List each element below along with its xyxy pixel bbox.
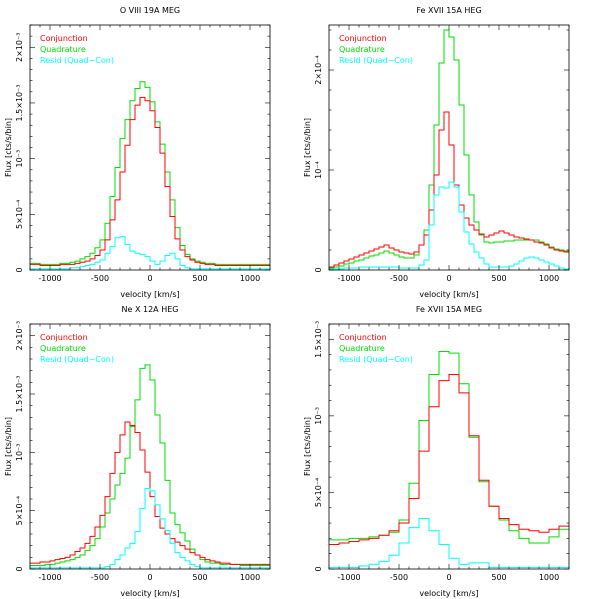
series-line-1 (329, 374, 569, 545)
y-tick-label: 2×10⁻³ (15, 321, 24, 350)
y-axis-label: Flux [cts/s/bin] (303, 417, 312, 476)
legend-entry-3: Resid (Quad−Con) (339, 355, 413, 364)
x-tick-label: 0 (446, 274, 451, 283)
x-tick-label: -500 (390, 573, 408, 582)
y-axis-label: Flux [cts/s/bin] (4, 118, 13, 177)
x-tick-label: 500 (192, 274, 207, 283)
legend-entry-3: Resid (Quad−Con) (40, 56, 114, 65)
y-axis-label: Flux [cts/s/bin] (303, 118, 312, 177)
y-tick-label: 0 (15, 566, 24, 571)
y-tick-label: 10⁻³ (15, 150, 24, 168)
x-tick-label: 1000 (240, 274, 260, 283)
x-tick-label: 1000 (539, 274, 559, 283)
x-tick-label: -1000 (337, 573, 360, 582)
x-axis-label: velocity [km/s] (419, 589, 478, 598)
x-tick-label: -1000 (38, 573, 61, 582)
chart-panel-2: -1000 -500 0 500 1000 0 10⁻⁴ 2×10⁻⁴ Fe XVII 15A … (303, 6, 570, 299)
x-tick-label: 0 (147, 274, 152, 283)
series-line-3 (30, 488, 270, 569)
x-tick-label: 1000 (539, 573, 559, 582)
x-tick-label: -500 (91, 573, 109, 582)
legend-entry-2: Quadrature (40, 45, 86, 54)
y-tick-label: 2×10⁻⁴ (314, 55, 323, 84)
y-tick-label: 0 (15, 267, 24, 272)
y-tick-label: 1.5×10⁻³ (314, 321, 323, 358)
series-line-3 (329, 517, 569, 568)
y-tick-label: 10⁻³ (314, 407, 323, 425)
x-tick-label: -1000 (38, 274, 61, 283)
x-tick-label: -500 (390, 274, 408, 283)
x-tick-label: 500 (491, 274, 506, 283)
series-line-1 (30, 421, 270, 565)
chart-title: Fe XVII 15A HEG (416, 6, 481, 15)
series-line-1 (30, 96, 270, 267)
chart-panel-3: -1000 -500 0 500 1000 0 5×10⁻⁴ 10⁻³ 1.5×10⁻³ 2×10… (4, 305, 271, 598)
legend-entry-1: Conjunction (339, 333, 387, 342)
y-tick-label: 0 (314, 267, 323, 272)
y-tick-label: 5×10⁻⁴ (15, 200, 24, 229)
legend-entry-1: Conjunction (339, 34, 387, 43)
legend-entry-2: Quadrature (339, 344, 385, 353)
legend-entry-3: Resid (Quad−Con) (40, 355, 114, 364)
y-tick-label: 0 (314, 566, 323, 571)
x-tick-label: 0 (147, 573, 152, 582)
series-line-2 (30, 364, 270, 566)
x-axis-label: velocity [km/s] (120, 589, 179, 598)
series-line-2 (30, 81, 270, 265)
y-tick-label: 10⁻³ (15, 444, 24, 462)
x-tick-label: 500 (192, 573, 207, 582)
y-tick-label: 1.5×10⁻³ (15, 375, 24, 412)
y-tick-label: 1.5×10⁻³ (15, 84, 24, 121)
series-line-3 (329, 181, 569, 270)
x-tick-label: 0 (446, 573, 451, 582)
chart-panel-1: -1000 -500 0 500 1000 0 5×10⁻⁴ 10⁻³ 1.5×10⁻³ 2×10… (4, 6, 271, 299)
legend-entry-2: Quadrature (40, 344, 86, 353)
chart-title: O VIII 19A MEG (120, 6, 180, 15)
x-axis-label: velocity [km/s] (120, 290, 179, 299)
chart-title: Fe XVII 15A MEG (416, 305, 482, 314)
x-tick-label: -500 (91, 274, 109, 283)
legend-entry-1: Conjunction (40, 333, 88, 342)
y-axis-label: Flux [cts/s/bin] (4, 417, 13, 476)
y-tick-label: 5×10⁻⁴ (314, 478, 323, 507)
y-tick-label: 10⁻⁴ (314, 161, 323, 179)
legend-entry-1: Conjunction (40, 34, 88, 43)
x-tick-label: -1000 (337, 274, 360, 283)
series-line-2 (329, 29, 569, 269)
y-tick-label: 2×10⁻³ (15, 33, 24, 62)
legend-entry-3: Resid (Quad−Con) (339, 56, 413, 65)
series-line-1 (329, 111, 569, 268)
chart-title: Ne X 12A HEG (122, 305, 179, 314)
y-tick-label: 5×10⁻⁴ (15, 496, 24, 525)
x-tick-label: 1000 (240, 573, 260, 582)
chart-panel-4: -1000 -500 0 500 1000 0 5×10⁻⁴ 10⁻³ 1.5×10⁻³ Fe X… (303, 305, 570, 598)
x-tick-label: 500 (491, 573, 506, 582)
legend-entry-2: Quadrature (339, 45, 385, 54)
x-axis-label: velocity [km/s] (419, 290, 478, 299)
